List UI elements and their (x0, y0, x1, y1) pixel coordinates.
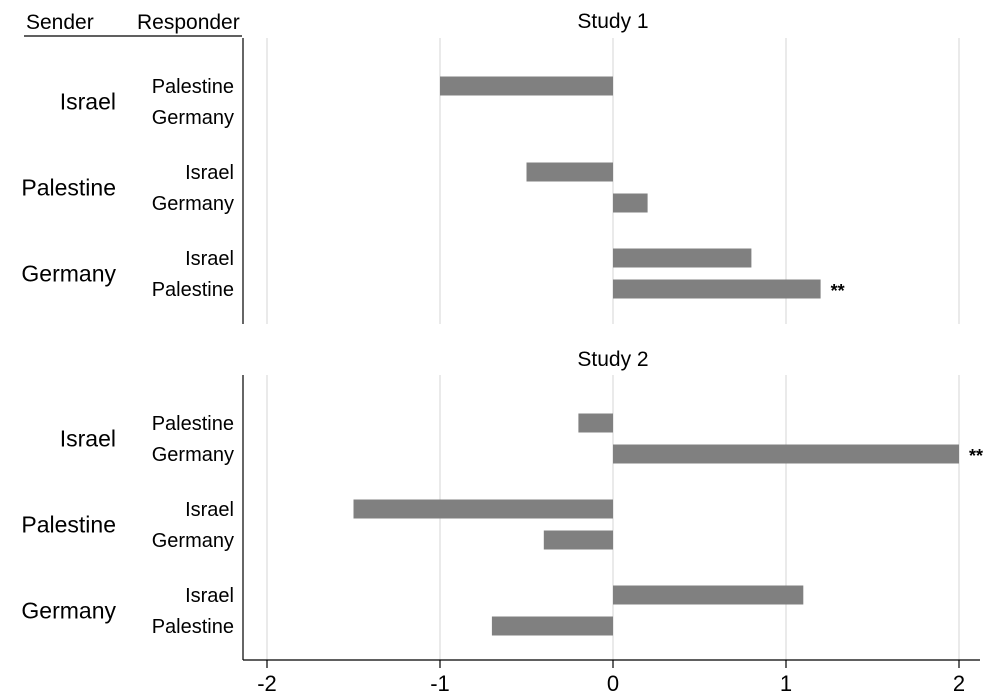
study-1-responder-label-1-0: Israel (185, 162, 234, 184)
study-2-significance-marker-0-1: ** (969, 446, 983, 466)
study-1-sender-label-0: Israel (60, 89, 116, 115)
study-1-sender-label-1: Palestine (21, 175, 116, 201)
study-1-responder-label-0-0: Palestine (152, 76, 234, 98)
study-1-sender-label-2: Germany (21, 261, 116, 287)
x-tick-label-0: -2 (257, 671, 277, 694)
study-2-sender-label-2: Germany (21, 598, 116, 624)
study-2-responder-label-1-0: Israel (185, 499, 234, 521)
plots-layer: Study 1 Israel Palestine Germany Palestine Is… (21, 10, 983, 696)
study-1-title: Study 1 (577, 10, 648, 33)
study-2-sender-label-0: Israel (60, 426, 116, 452)
study-2-responder-label-0-1: Germany (152, 444, 234, 466)
x-tick-label-4: 2 (953, 671, 965, 694)
study-1-responder-label-2-1: Palestine (152, 279, 234, 301)
study-2-responder-label-2-0: Israel (185, 585, 234, 607)
header-responder-label: Responder (137, 11, 240, 34)
study-2-bar-2-1 (491, 616, 613, 636)
study-2-title: Study 2 (577, 348, 648, 371)
study-1-bar-0-0 (440, 76, 613, 96)
study-1-responder-label-0-1: Germany (152, 107, 234, 129)
x-tick-label-2: 0 (607, 671, 619, 694)
study-2-responder-label-2-1: Palestine (152, 616, 234, 638)
x-tick-label-1: -1 (430, 671, 450, 694)
study-2-sender-label-1: Palestine (21, 512, 116, 538)
study-1-responder-label-1-1: Germany (152, 193, 234, 215)
study-1-bar-2-1 (613, 279, 821, 299)
study-1-bar-1-0 (526, 162, 613, 182)
header-sender-label: Sender (26, 11, 94, 34)
study-1-responder-label-2-0: Israel (185, 248, 234, 270)
x-tick-label-3: 1 (780, 671, 792, 694)
study-2-bar-2-0 (613, 585, 804, 605)
study-2-bar-0-0 (578, 413, 613, 433)
study-2-bar-1-0 (353, 499, 613, 519)
study-2-responder-label-0-0: Palestine (152, 413, 234, 435)
study-1-significance-marker-2-1: ** (831, 281, 845, 301)
study-2-responder-label-1-1: Germany (152, 530, 234, 552)
study-2-bar-0-1 (613, 444, 959, 464)
study-1-bar-2-0 (613, 248, 752, 268)
study-1-bar-1-1 (613, 193, 648, 213)
study-2-bar-1-1 (543, 530, 613, 550)
